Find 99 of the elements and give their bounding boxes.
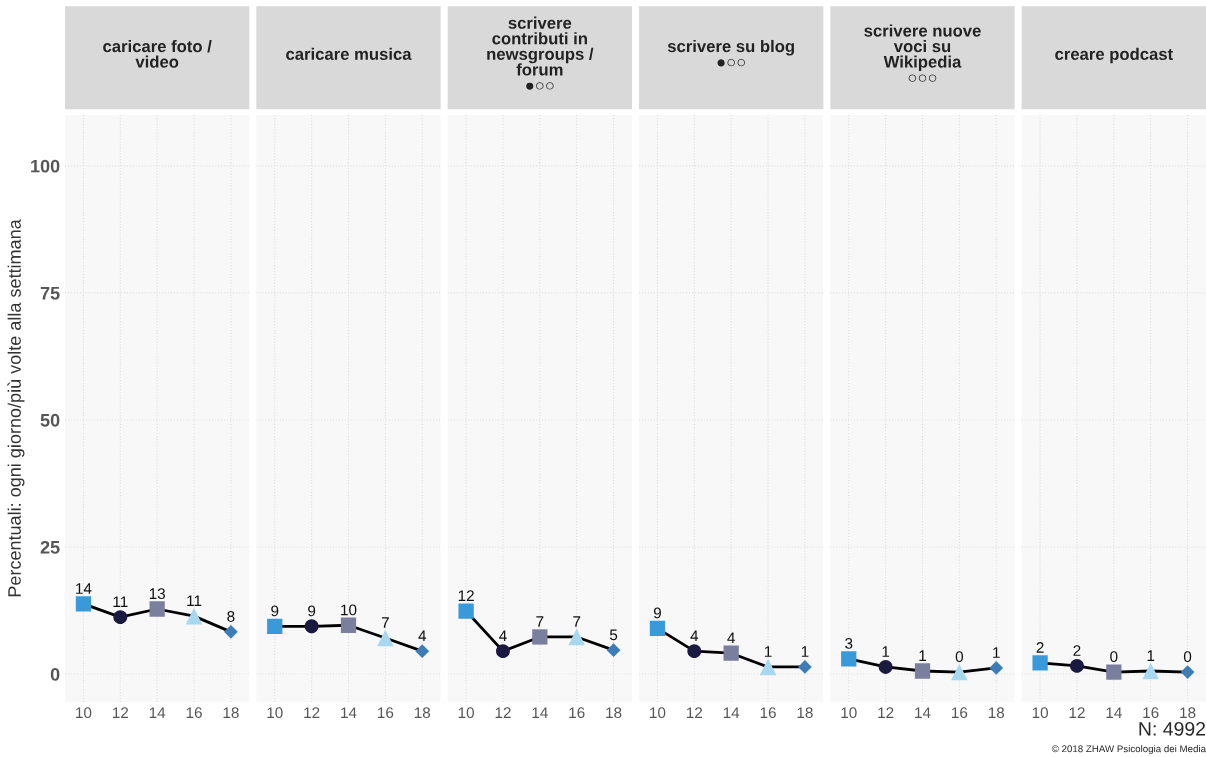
x-tick-label: 10 <box>76 707 92 719</box>
data-label: 12 <box>458 590 474 601</box>
data-label: 14 <box>76 583 92 594</box>
text: © 2018 ZHAW Psicologia dei Media <box>1051 745 1206 755</box>
data-label: 1 <box>919 650 926 661</box>
point <box>458 603 474 619</box>
x-tick-label: 16 <box>952 707 968 719</box>
point <box>377 629 394 647</box>
chart-title: caricare foto / video <box>103 39 212 68</box>
chart-title: scrivere nuove voci su Wikipedia ○○○ <box>864 24 981 82</box>
y-tick-label: 100 <box>31 159 60 173</box>
data-label: 0 <box>1110 651 1118 663</box>
x-tick-label: 10 <box>650 707 666 719</box>
point <box>841 651 857 667</box>
data-label: 7 <box>536 616 544 627</box>
point <box>532 629 548 645</box>
x-tick-label: 12 <box>1069 707 1085 718</box>
y-tick-label: 75 <box>40 287 60 300</box>
point <box>1142 662 1160 680</box>
point <box>687 644 702 659</box>
data-label: 13 <box>149 588 165 600</box>
point <box>1070 658 1084 673</box>
point <box>568 628 586 646</box>
point <box>496 644 510 659</box>
x-tick-label: 16 <box>378 707 394 719</box>
x-tick-label: 14 <box>149 707 166 718</box>
data-label: 2 <box>1073 645 1081 656</box>
point <box>723 645 739 661</box>
x-tick-label: 10 <box>1032 707 1048 719</box>
data-label: 1 <box>764 646 772 657</box>
data-label: 1 <box>801 646 809 657</box>
x-tick-label: 12 <box>878 707 894 718</box>
x-tick-label: 10 <box>458 707 474 719</box>
data-label: 4 <box>690 630 699 642</box>
point <box>989 661 1004 675</box>
data-label: 11 <box>187 595 202 606</box>
y-tick-label: 25 <box>40 540 60 554</box>
x-tick-label: 16 <box>186 707 202 719</box>
point <box>1106 664 1122 680</box>
data-label: 0 <box>955 651 964 663</box>
data-label: 9 <box>653 607 661 619</box>
x-tick-label: 14 <box>723 707 740 718</box>
chart-title: creare podcast <box>1055 47 1173 64</box>
data-label: 5 <box>609 629 618 641</box>
chart-title: scrivere contributi in newsgroups / forum ●○○ <box>487 16 594 90</box>
text: N: 4992 <box>1139 721 1206 736</box>
point <box>878 659 893 674</box>
point <box>1032 655 1048 671</box>
point <box>759 658 777 676</box>
point <box>304 619 319 634</box>
x-tick-label: 16 <box>760 707 776 719</box>
chart-title: scrivere su blog ●○○ <box>667 39 794 67</box>
data-label: 1 <box>993 647 1000 658</box>
y-axis-title: Percentuali: ogni giorno/più volte alla settimana <box>7 219 25 597</box>
x-tick-label: 18 <box>1180 707 1196 719</box>
x-tick-label: 12 <box>304 707 320 718</box>
y-tick-label: 50 <box>40 413 60 427</box>
x-tick-label: 16 <box>1143 707 1159 719</box>
point <box>649 620 666 636</box>
data-label: 1 <box>1147 650 1155 661</box>
point <box>606 643 621 658</box>
data-label: 4 <box>418 630 427 642</box>
data-label: 2 <box>1036 642 1044 653</box>
y-tick-label: 0 <box>50 667 60 681</box>
point <box>340 617 357 633</box>
x-tick-label: 14 <box>532 707 548 718</box>
point <box>951 663 968 681</box>
data-label: 4 <box>499 630 507 642</box>
data-label: 7 <box>381 617 389 628</box>
x-tick-label: 12 <box>112 707 129 718</box>
point <box>267 618 283 634</box>
data-label: 0 <box>1183 651 1192 663</box>
x-tick-label: 12 <box>495 707 511 718</box>
x-tick-label: 12 <box>686 707 703 718</box>
x-tick-label: 18 <box>606 707 622 719</box>
x-tick-label: 16 <box>569 707 585 719</box>
data-label: 7 <box>573 616 581 627</box>
point <box>1180 665 1195 679</box>
data-label: 9 <box>308 605 316 617</box>
data-label: 11 <box>113 596 128 608</box>
x-tick-label: 10 <box>841 707 857 719</box>
x-tick-label: 18 <box>223 707 239 719</box>
point <box>914 663 931 679</box>
data-label: 8 <box>227 611 235 622</box>
point <box>415 644 430 659</box>
x-tick-label: 10 <box>267 707 283 719</box>
chart-title: caricare musica <box>286 47 412 60</box>
x-tick-label: 14 <box>1106 707 1122 718</box>
data-label: 9 <box>271 605 279 617</box>
point <box>798 660 812 674</box>
x-tick-label: 18 <box>988 707 1005 719</box>
x-tick-label: 18 <box>414 707 431 719</box>
x-tick-label: 14 <box>915 707 931 718</box>
data-label: 3 <box>845 638 853 649</box>
x-tick-label: 14 <box>341 707 357 718</box>
x-tick-label: 18 <box>797 707 813 719</box>
data-label: 10 <box>341 604 357 616</box>
data-label: 1 <box>882 646 890 657</box>
data-label: 4 <box>727 632 735 644</box>
